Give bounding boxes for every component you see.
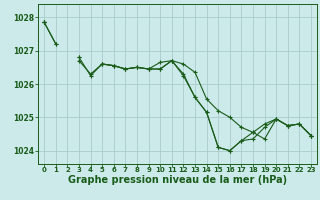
X-axis label: Graphe pression niveau de la mer (hPa): Graphe pression niveau de la mer (hPa): [68, 175, 287, 185]
